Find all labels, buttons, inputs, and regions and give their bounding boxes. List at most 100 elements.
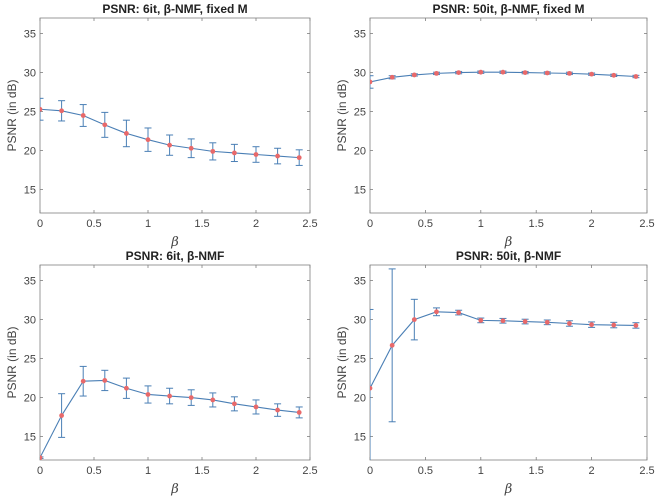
x-axis-label: β <box>170 235 179 250</box>
y-axis-label: PSNR (in dB) <box>335 79 349 151</box>
data-point <box>370 385 373 391</box>
data-point <box>522 70 528 75</box>
x-tick-label: 0.5 <box>418 218 433 230</box>
y-tick-label: 35 <box>354 276 366 288</box>
plot-frame <box>369 264 648 461</box>
subplot-6it-fixed-m: PSNR: 6it, β-NMF, fixed M 0 0.5 1 1.5 2 2.5 15 2… <box>5 2 318 250</box>
data-point <box>188 145 194 151</box>
y-tick-label: 25 <box>24 354 36 366</box>
y-tick-label: 15 <box>24 432 36 444</box>
data-point <box>145 137 151 143</box>
y-tick-label: 35 <box>24 276 36 288</box>
x-tick-label: 1 <box>478 465 484 477</box>
x-tick-label: 1 <box>145 465 151 477</box>
data-point <box>500 318 506 324</box>
data-point <box>544 319 550 325</box>
error-bar <box>40 97 44 121</box>
y-axis-label: PSNR (in dB) <box>5 79 19 151</box>
x-tick-label: 2.5 <box>302 218 317 230</box>
error-bar <box>370 308 374 460</box>
data-point <box>567 70 572 76</box>
data-point <box>633 74 639 79</box>
y-tick-label: 25 <box>354 354 366 366</box>
plot-frame <box>369 17 648 214</box>
y-tick-label: 20 <box>24 393 36 405</box>
data-point <box>544 70 550 76</box>
y-tick-label: 25 <box>24 107 36 119</box>
x-tick-label: 2 <box>589 465 595 477</box>
y-tick-label: 15 <box>354 432 366 444</box>
data-point <box>232 401 237 407</box>
data-point <box>456 310 462 315</box>
y-tick-label: 35 <box>24 29 36 41</box>
series-group <box>40 365 303 460</box>
subplot-50it-fixed-m: PSNR: 50it, β-NMF, fixed M 0 0.5 1 1.5 2 2.5 15… <box>335 2 655 250</box>
data-point <box>253 404 259 410</box>
data-point <box>633 323 639 328</box>
data-point <box>478 317 484 323</box>
x-tick-label: 2 <box>589 218 595 230</box>
y-tick-label: 15 <box>24 185 36 197</box>
x-tick-label: 2.5 <box>639 218 654 230</box>
data-point <box>210 148 216 154</box>
data-point <box>296 410 302 415</box>
x-tick-label: 0.5 <box>86 218 101 230</box>
data-point <box>40 455 43 460</box>
subplot-6it: PSNR: 6it, β-NMF 0 0.5 1 1.5 2 2.5 15 20 25 30 35 β P… <box>5 249 318 497</box>
data-point <box>275 153 280 159</box>
x-tick-label: 0 <box>37 465 43 477</box>
x-tick-label: 0.5 <box>86 465 101 477</box>
y-tick-label: 30 <box>24 68 36 80</box>
y-tick-label: 20 <box>354 146 366 158</box>
data-point <box>275 407 280 413</box>
data-point <box>611 322 617 328</box>
y-tick-label: 20 <box>24 146 36 158</box>
plot-frame <box>39 17 311 214</box>
data-point <box>145 392 151 397</box>
data-point <box>210 397 216 403</box>
chart-title: PSNR: 6it, β-NMF <box>126 249 225 263</box>
x-tick-label: 0 <box>37 218 43 230</box>
data-point <box>434 309 439 315</box>
series-group <box>370 69 640 89</box>
data-point <box>232 150 237 156</box>
error-bar <box>370 75 374 89</box>
y-tick-label: 30 <box>24 315 36 327</box>
data-point <box>522 319 528 324</box>
series-group <box>370 268 640 460</box>
data-point <box>411 72 417 78</box>
x-axis-label: β <box>504 482 513 497</box>
x-tick-label: 2.5 <box>302 465 317 477</box>
data-point <box>589 322 594 328</box>
x-tick-label: 2 <box>253 465 259 477</box>
y-tick-label: 15 <box>354 185 366 197</box>
data-point <box>456 70 462 75</box>
data-point <box>478 69 484 75</box>
y-axis-label: PSNR (in dB) <box>335 326 349 398</box>
x-tick-label: 1.5 <box>529 218 544 230</box>
x-tick-label: 0 <box>367 218 373 230</box>
data-point <box>296 155 302 161</box>
data-point <box>389 342 395 348</box>
x-tick-label: 0.5 <box>418 465 433 477</box>
y-tick-label: 30 <box>354 315 366 327</box>
x-tick-label: 1 <box>145 218 151 230</box>
x-tick-label: 1 <box>478 218 484 230</box>
x-tick-label: 2.5 <box>639 465 654 477</box>
chart-title: PSNR: 6it, β-NMF, fixed M <box>102 2 247 16</box>
data-point <box>102 378 108 383</box>
data-point <box>434 70 439 76</box>
error-bar <box>40 456 44 459</box>
plot-frame <box>39 264 311 461</box>
y-tick-label: 30 <box>354 68 366 80</box>
data-point <box>40 106 43 112</box>
series-group <box>40 97 303 166</box>
data-point <box>411 317 417 322</box>
x-tick-label: 1.5 <box>194 218 209 230</box>
data-point <box>370 79 373 85</box>
data-point <box>80 378 86 384</box>
data-point <box>124 385 129 391</box>
chart-title: PSNR: 50it, β-NMF, fixed M <box>432 2 584 16</box>
data-point <box>59 108 64 114</box>
